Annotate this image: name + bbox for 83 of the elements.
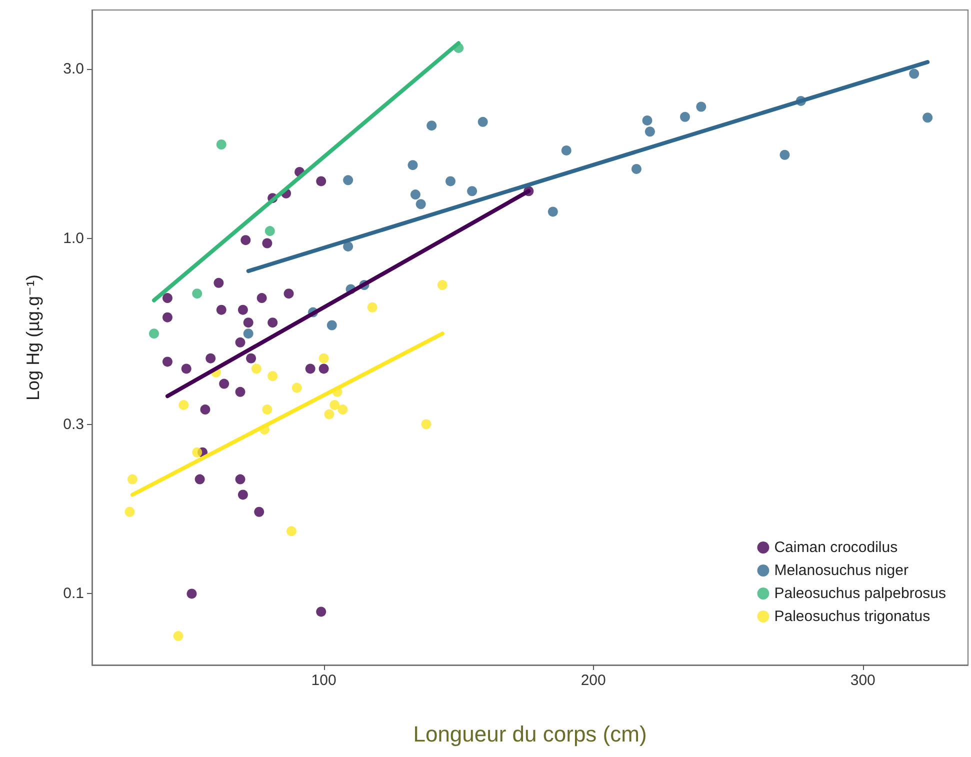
point	[922, 112, 933, 123]
point	[445, 176, 456, 186]
point	[178, 400, 189, 410]
point	[238, 304, 248, 315]
point	[318, 364, 329, 374]
point	[268, 371, 278, 382]
legend-label: Paleosuchus trigonatus	[774, 608, 930, 625]
point	[149, 328, 159, 339]
point	[284, 288, 294, 299]
point	[416, 199, 426, 210]
point	[124, 506, 135, 517]
point	[338, 404, 348, 415]
y-axis-title: Log Hg (µg.g⁻¹)	[23, 274, 43, 400]
point	[162, 293, 172, 304]
point	[216, 304, 226, 315]
point	[251, 364, 262, 374]
y-tick-label: 0.3	[63, 416, 84, 433]
point	[162, 356, 172, 367]
point	[410, 190, 420, 200]
x-axis-title: Longueur du corps (cm)	[413, 722, 647, 746]
point	[186, 588, 197, 599]
point	[216, 139, 226, 150]
point	[246, 353, 256, 364]
x-tick-label: 100	[311, 672, 336, 689]
point	[330, 400, 340, 410]
point	[264, 226, 275, 236]
y-tick-label: 3.0	[63, 60, 84, 78]
point	[262, 404, 272, 415]
point	[194, 474, 205, 484]
point	[437, 280, 448, 290]
point	[343, 175, 354, 186]
point	[467, 186, 478, 196]
y-tick-label: 1.0	[63, 230, 84, 248]
point	[324, 409, 334, 420]
x-tick-label: 200	[580, 672, 606, 689]
point	[254, 506, 264, 517]
point	[173, 631, 184, 642]
point	[343, 241, 354, 252]
y-tick-label: 0.1	[63, 585, 84, 602]
point	[316, 606, 326, 617]
point	[292, 382, 302, 393]
point	[200, 404, 210, 415]
point	[243, 318, 254, 328]
point	[642, 115, 652, 126]
point	[235, 337, 246, 348]
point	[256, 293, 267, 304]
point	[181, 364, 192, 374]
legend-label: Paleosuchus palpebrosus	[774, 585, 946, 602]
point	[162, 312, 172, 322]
point	[262, 238, 272, 248]
point	[127, 474, 138, 484]
legend-label: Melanosuchus niger	[774, 562, 908, 579]
point	[426, 120, 437, 131]
point	[561, 145, 572, 156]
point	[206, 353, 216, 364]
point	[780, 150, 790, 160]
point	[240, 235, 251, 246]
point	[478, 116, 488, 127]
point	[631, 164, 642, 174]
point	[316, 176, 326, 186]
point	[286, 526, 296, 536]
point	[219, 378, 230, 389]
point	[238, 490, 248, 500]
point	[305, 364, 316, 374]
point	[243, 328, 254, 339]
point	[421, 419, 432, 430]
point	[680, 112, 690, 122]
point	[696, 102, 706, 112]
point	[235, 386, 246, 397]
legend-label: Caiman crocodilus	[774, 539, 898, 556]
point	[268, 318, 278, 328]
point	[214, 278, 224, 288]
point	[192, 447, 202, 458]
point	[909, 68, 920, 79]
point	[318, 353, 329, 364]
point	[644, 126, 655, 137]
point	[326, 320, 337, 330]
point	[367, 302, 378, 312]
point	[192, 288, 202, 299]
x-tick-label: 300	[850, 672, 876, 689]
point	[235, 474, 246, 484]
point	[408, 160, 418, 170]
point	[548, 206, 558, 217]
